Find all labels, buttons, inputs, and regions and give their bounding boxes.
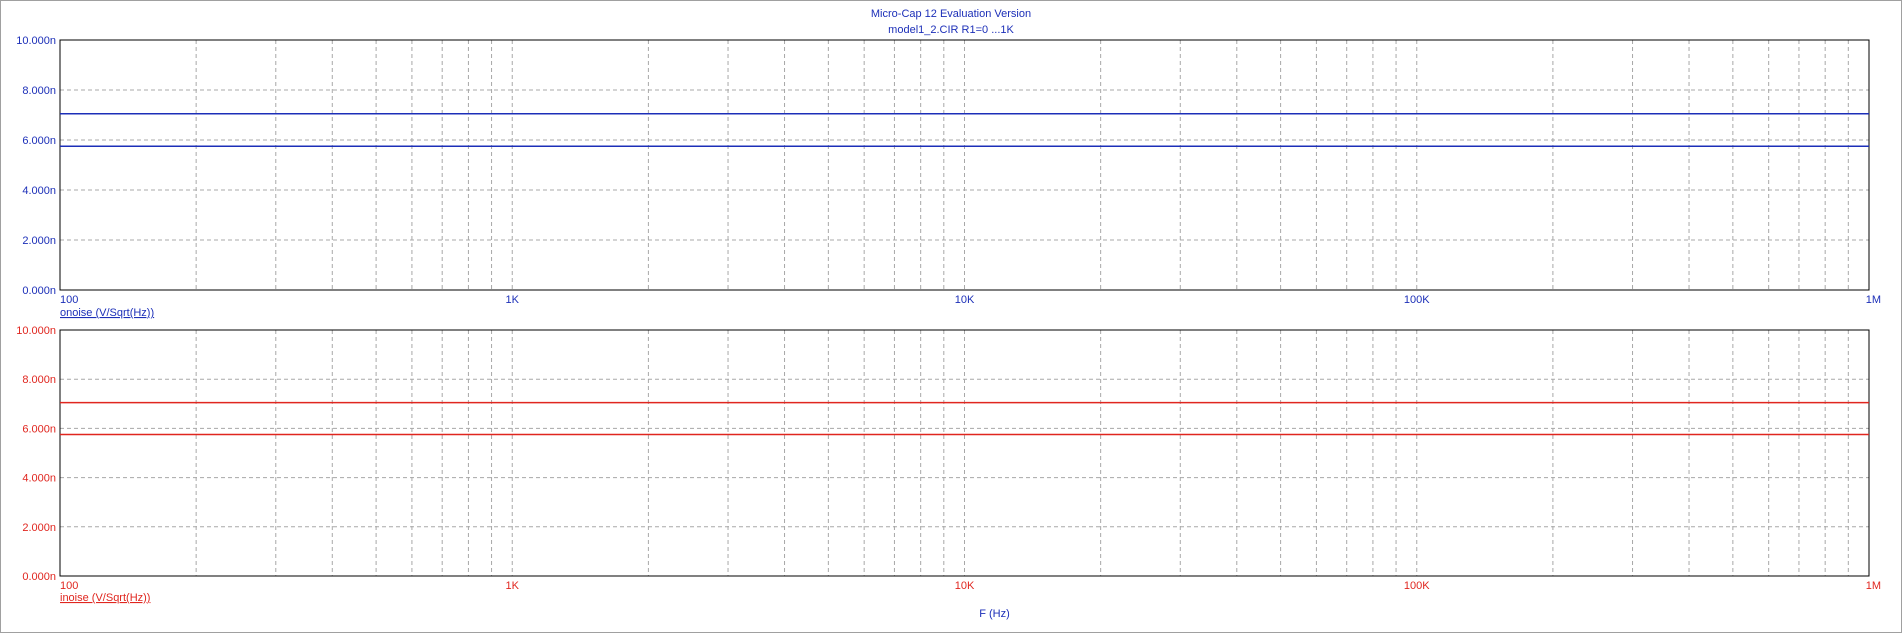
plot-title: Micro-Cap 12 Evaluation Version <box>870 8 1032 20</box>
x-tick-label: 1M <box>1866 294 1881 306</box>
plot-frame <box>59 39 1870 291</box>
x-tick-label: 100 <box>60 294 78 306</box>
plot-frame <box>59 329 1870 577</box>
x-tick-label: 100 <box>60 580 78 592</box>
x-tick-label: 10K <box>955 294 975 306</box>
chart-panel-top: 0.000n 2.000n 4.000n 6.000n 8.000n 10.000n 100… <box>16 35 1881 319</box>
chart-panel-bottom: 0.000n 2.000n 4.000n 6.000n 8.000n 10.000n 100… <box>16 325 1881 620</box>
plot-subtitle: model1_2.CIR R1=0 ...1K <box>888 24 1014 36</box>
x-tick-label: 1M <box>1866 580 1881 592</box>
y-tick-label: 6.000n <box>22 423 56 435</box>
y-tick-label: 4.000n <box>22 473 56 485</box>
y-tick-label: 10.000n <box>16 325 56 337</box>
curve-legend-bottom[interactable]: inoise (V/Sqrt(Hz)) <box>60 592 150 604</box>
x-tick-label: 1K <box>506 580 520 592</box>
y-tick-label: 0.000n <box>22 571 56 583</box>
y-tick-label: 2.000n <box>22 235 56 247</box>
y-tick-label: 10.000n <box>16 35 56 47</box>
x-axis-label: F (Hz) <box>979 608 1010 620</box>
y-tick-label: 8.000n <box>22 374 56 386</box>
y-tick-label: 4.000n <box>22 185 56 197</box>
curve-legend-top[interactable]: onoise (V/Sqrt(Hz)) <box>60 307 154 319</box>
y-tick-label: 8.000n <box>22 85 56 97</box>
x-tick-label: 10K <box>955 580 975 592</box>
y-tick-label: 0.000n <box>22 285 56 297</box>
x-tick-label: 100K <box>1404 580 1430 592</box>
x-tick-label: 100K <box>1404 294 1430 306</box>
x-tick-label: 1K <box>506 294 520 306</box>
y-tick-label: 2.000n <box>22 522 56 534</box>
y-tick-label: 6.000n <box>22 135 56 147</box>
